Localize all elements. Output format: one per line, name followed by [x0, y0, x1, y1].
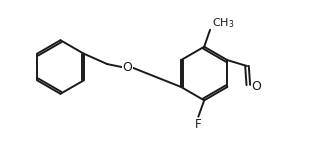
Text: O: O	[251, 80, 261, 93]
Text: CH$_3$: CH$_3$	[212, 16, 234, 30]
Text: F: F	[195, 118, 202, 131]
Text: O: O	[122, 61, 132, 74]
